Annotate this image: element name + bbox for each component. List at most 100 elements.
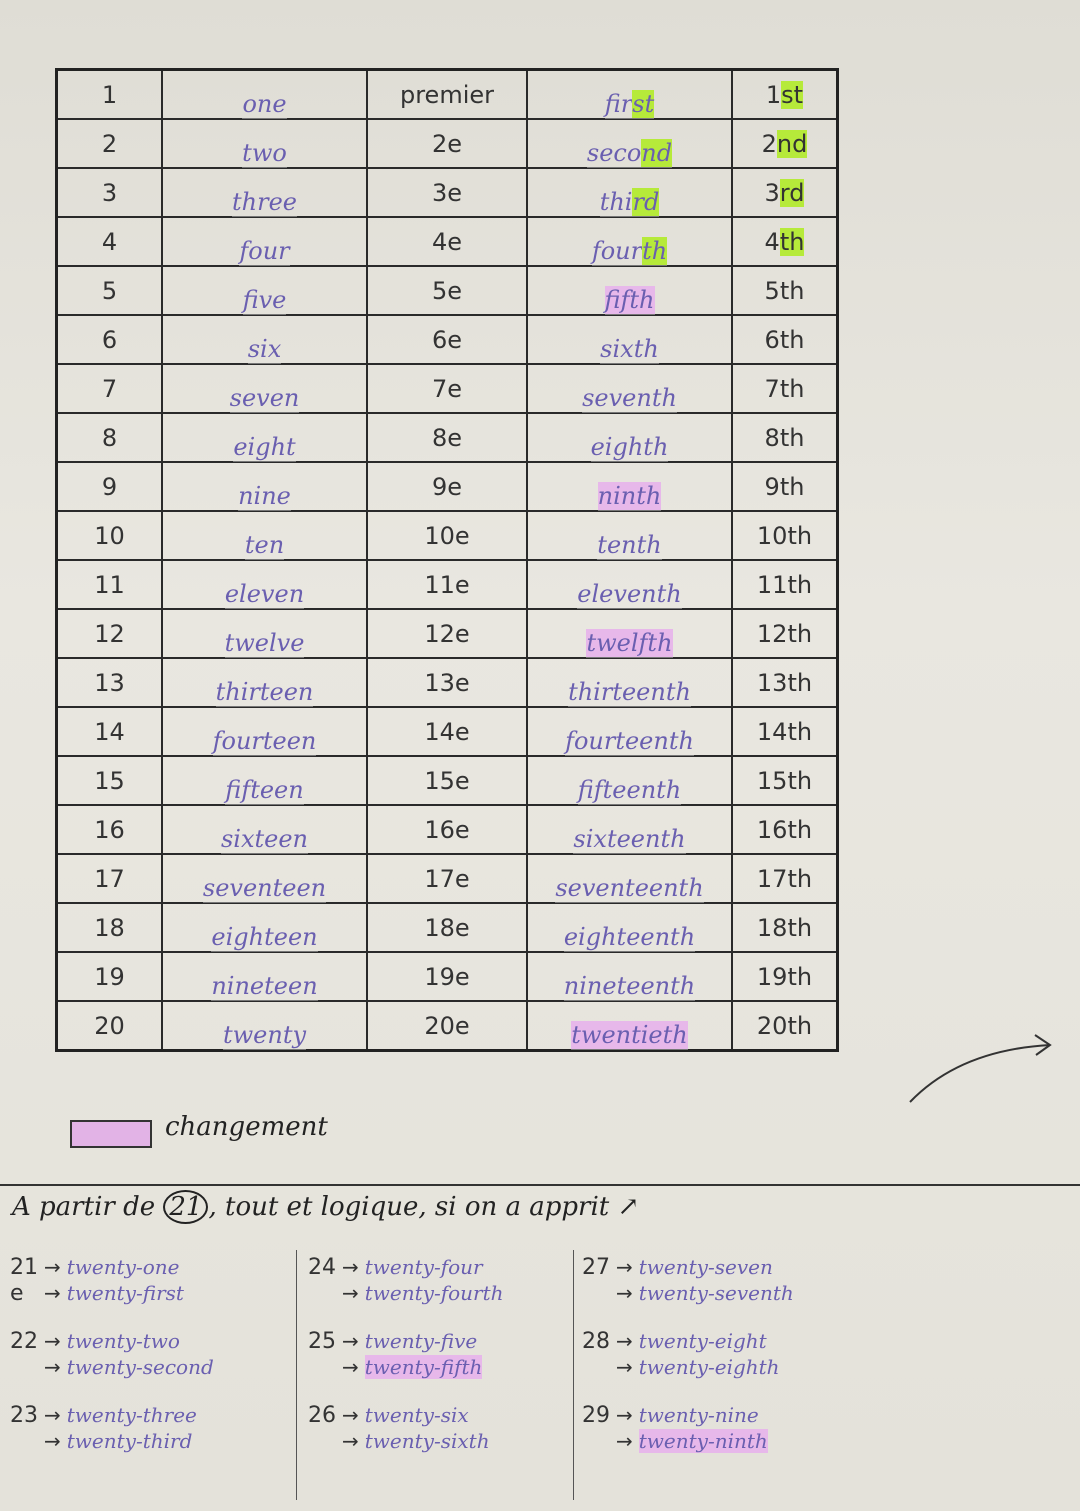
- cardinal-word: nineteen: [211, 972, 318, 1001]
- number: 1: [101, 80, 118, 109]
- example-cardinal: twenty-seven: [638, 1255, 773, 1279]
- cardinal-cell: six: [161, 314, 368, 365]
- number: 7: [101, 374, 118, 403]
- arrow-right-icon: →: [616, 1281, 633, 1305]
- ordinal-numbers-table: 1 one premier first 1st 2 two 2e second 2nd 3 three…: [55, 68, 839, 1052]
- number: 13: [94, 668, 125, 697]
- french-ordinal-cell: 13e: [366, 657, 528, 708]
- abbr-number: 19: [756, 962, 788, 991]
- ordinal-word: eighteenth: [563, 923, 696, 952]
- ordinal-highlight: th: [642, 237, 668, 265]
- arrow-icon: [909, 1034, 1052, 1103]
- table-row: 12 twelve 12e twelfth 12th: [55, 608, 839, 659]
- number: 20: [94, 1011, 125, 1040]
- number: 5: [101, 276, 118, 305]
- cardinal-word: eighteen: [211, 923, 318, 952]
- ordinal-word: fourteenth: [565, 727, 694, 756]
- arrow-right-icon: →: [616, 1403, 633, 1427]
- french-ordinal-cell: premier: [366, 68, 528, 120]
- ordinal-word: fifteenth: [577, 776, 682, 805]
- arrow-right-icon: →: [44, 1429, 61, 1453]
- number-cell: 17: [55, 853, 163, 904]
- table-row: 16 sixteen 16e sixteenth 16th: [55, 804, 839, 855]
- number-cell: 7: [55, 363, 163, 414]
- abbr-number: 4: [764, 227, 780, 256]
- number: 12: [94, 619, 125, 648]
- ordinal-highlight: st: [632, 90, 655, 118]
- example-cardinal: twenty-nine: [638, 1403, 759, 1427]
- ordinal-cell: second: [526, 118, 733, 169]
- french-ordinal: 10e: [424, 521, 470, 550]
- cardinal-word: eleven: [224, 580, 305, 609]
- abbr-number: 20: [756, 1011, 788, 1040]
- cardinal-cell: eighteen: [161, 902, 368, 953]
- abbr-suffix: rd: [779, 178, 805, 207]
- example-entry: 29 → twenty-nine → twenty-ninth: [582, 1403, 794, 1455]
- divider-line: [0, 1184, 1080, 1186]
- abbreviation-cell: 18th: [731, 902, 839, 953]
- abbr-number: 18: [756, 913, 788, 942]
- french-ordinal: premier: [399, 80, 495, 109]
- abbr-number: 13: [756, 668, 788, 697]
- arrow-right-icon: →: [44, 1255, 61, 1279]
- french-ordinal: 7e: [431, 374, 463, 403]
- number-cell: 3: [55, 167, 163, 218]
- example-cardinal: twenty-six: [364, 1403, 469, 1427]
- abbr-number: 3: [764, 178, 780, 207]
- example-entry: 26 → twenty-six → twenty-sixth: [308, 1403, 504, 1455]
- french-ordinal: 6e: [431, 325, 463, 354]
- ordinal-cell: first: [526, 68, 733, 120]
- cardinal-cell: sixteen: [161, 804, 368, 855]
- arrow-right-icon: →: [44, 1403, 61, 1427]
- example-entry: 24 → twenty-four → twenty-fourth: [308, 1255, 504, 1307]
- french-ordinal: 20e: [424, 1011, 470, 1040]
- french-ordinal: 9e: [431, 472, 463, 501]
- ordinal-word: seventh: [582, 384, 677, 413]
- abbr-number: 10: [756, 521, 788, 550]
- ordinal-cell: seventh: [526, 363, 733, 414]
- cardinal-cell: seven: [161, 363, 368, 414]
- column-divider: [573, 1250, 574, 1500]
- example-number: 26: [308, 1403, 336, 1428]
- number-cell: 4: [55, 216, 163, 267]
- example-cardinal: twenty-five: [364, 1329, 478, 1353]
- example-entry: 22 → twenty-two → twenty-second: [10, 1329, 214, 1381]
- ordinal-cell: sixth: [526, 314, 733, 365]
- ordinal-word: second: [586, 139, 673, 168]
- example-cardinal: twenty-four: [364, 1255, 483, 1279]
- example-number: 21: [10, 1255, 38, 1280]
- arrow-right-icon: →: [616, 1429, 633, 1453]
- ordinal-cell: sixteenth: [526, 804, 733, 855]
- french-ordinal-cell: 18e: [366, 902, 528, 953]
- table-row: 5 five 5e fifth 5th: [55, 265, 839, 316]
- table-row: 20 twenty 20e twentieth 20th: [55, 1000, 839, 1052]
- intro-sentence: A partir de 21, tout et logique, si on a…: [12, 1190, 639, 1224]
- abbreviation-cell: 14th: [731, 706, 839, 757]
- french-ordinal: 3e: [431, 178, 463, 207]
- french-ordinal: 8e: [431, 423, 463, 452]
- number-cell: 12: [55, 608, 163, 659]
- example-ordinal: twenty-eighth: [638, 1355, 780, 1379]
- examples-column-2: 24 → twenty-four → twenty-fourth 25 → twenty-fi…: [308, 1255, 504, 1477]
- legend-swatch: [70, 1120, 152, 1148]
- number: 10: [94, 521, 125, 550]
- ordinal-highlight: twelfth: [586, 629, 673, 657]
- abbr-number: 7: [764, 374, 780, 403]
- cardinal-word: ten: [244, 531, 285, 560]
- abbreviation-cell: 7th: [731, 363, 839, 414]
- number: 6: [101, 325, 118, 354]
- ordinal-stem: nineteenth: [563, 972, 696, 1000]
- cardinal-cell: twelve: [161, 608, 368, 659]
- abbreviation-cell: 19th: [731, 951, 839, 1002]
- ordinal-stem: sixteenth: [573, 825, 686, 853]
- abbr-number: 8: [764, 423, 780, 452]
- number-cell: 10: [55, 510, 163, 561]
- ordinal-word: tenth: [597, 531, 662, 560]
- abbreviation-cell: 2nd: [731, 118, 839, 169]
- abbr-number: 1: [765, 80, 782, 109]
- table-row: 8 eight 8e eighth 8th: [55, 412, 839, 463]
- cardinal-cell: four: [161, 216, 368, 267]
- number: 2: [101, 129, 118, 158]
- abbr-number: 15: [756, 766, 788, 795]
- ordinal-word: sixth: [600, 335, 659, 364]
